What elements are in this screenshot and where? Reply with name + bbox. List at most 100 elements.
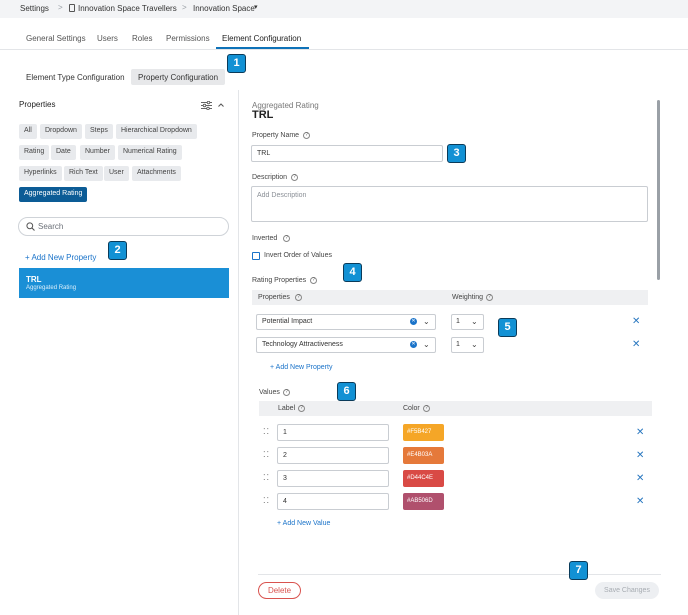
filter-chip-hyperlinks[interactable]: Hyperlinks	[19, 166, 62, 181]
filter-chip-all[interactable]: All	[19, 124, 37, 139]
filter-chip-rating[interactable]: Rating	[19, 145, 50, 160]
tabs-divider	[0, 49, 688, 50]
invert-order-label: Invert Order of Values	[264, 252, 332, 259]
drag-handle-icon[interactable]: ⁚⁚	[263, 496, 271, 505]
rating-properties-label: Rating Properties	[252, 277, 307, 284]
add-new-rating-property-link[interactable]: + Add New Property	[270, 364, 333, 371]
callout-1: 1	[227, 54, 246, 73]
description-placeholder: Add Description	[257, 192, 307, 199]
filter-chip-attachments[interactable]: Attachments	[132, 166, 181, 181]
inverted-label: Inverted	[252, 235, 278, 242]
value-label-input[interactable]	[277, 470, 389, 487]
scrollbar[interactable]	[657, 100, 660, 280]
remove-icon[interactable]: ✕	[636, 496, 645, 507]
clear-icon[interactable]: ✕	[410, 318, 417, 325]
chevron-down-icon[interactable]: ▾	[254, 4, 258, 11]
invert-order-checkbox[interactable]	[252, 252, 260, 260]
chevron-up-icon[interactable]	[217, 101, 225, 109]
help-icon[interactable]: ?	[291, 174, 298, 181]
drag-handle-icon[interactable]: ⁚⁚	[263, 473, 271, 482]
callout-6: 6	[337, 382, 356, 401]
save-changes-button[interactable]: Save Changes	[595, 582, 659, 599]
help-icon[interactable]: ?	[486, 294, 493, 301]
help-icon[interactable]: ?	[298, 405, 305, 412]
description-label: Description	[252, 174, 288, 181]
list-item-trl[interactable]	[19, 268, 229, 298]
breadcrumb-space[interactable]: Innovation Space	[193, 4, 255, 13]
remove-icon[interactable]: ✕	[636, 427, 645, 438]
help-icon[interactable]: ?	[283, 389, 290, 396]
filter-chip-number[interactable]: Number	[80, 145, 115, 160]
breadcrumb-settings[interactable]: Settings	[20, 4, 49, 13]
drag-handle-icon[interactable]: ⁚⁚	[263, 427, 271, 436]
rating-property-select[interactable]	[256, 337, 436, 353]
rating-properties-header	[252, 290, 648, 305]
values-header	[259, 401, 652, 416]
column-header-properties: Properties	[258, 294, 290, 301]
callout-5: 5	[498, 318, 517, 337]
add-new-value-link[interactable]: + Add New Value	[277, 520, 331, 527]
help-icon[interactable]: ?	[295, 294, 302, 301]
breadcrumb-separator: >	[182, 3, 187, 12]
property-type-label: Aggregated Rating	[252, 101, 319, 110]
remove-icon[interactable]: ✕	[632, 339, 641, 350]
chevron-down-icon[interactable]: ⌄	[471, 340, 478, 349]
description-textarea[interactable]	[251, 186, 648, 222]
color-swatch[interactable]: #AB506D	[403, 493, 444, 510]
remove-icon[interactable]: ✕	[636, 473, 645, 484]
property-name-label: Property Name	[252, 132, 300, 139]
value-label-input[interactable]	[277, 493, 389, 510]
tab-general-settings[interactable]: General Settings	[26, 34, 86, 43]
help-icon[interactable]: ?	[303, 132, 310, 139]
remove-icon[interactable]: ✕	[632, 316, 641, 327]
color-swatch[interactable]: #E4B03A	[403, 447, 444, 464]
value-label-input[interactable]	[277, 424, 389, 441]
filter-chip-steps[interactable]: Steps	[85, 124, 113, 139]
callout-2: 2	[108, 241, 127, 260]
tab-element-configuration[interactable]: Element Configuration	[222, 34, 302, 43]
delete-button[interactable]: Delete	[258, 582, 301, 599]
filter-chip-hierarchical-dropdown[interactable]: Hierarchical Dropdown	[116, 124, 197, 139]
help-icon[interactable]: ?	[423, 405, 430, 412]
column-header-weighting: Weighting	[452, 294, 484, 301]
filter-settings-icon[interactable]	[201, 101, 212, 110]
property-title: TRL	[252, 109, 274, 121]
subtab-element-type-configuration[interactable]: Element Type Configuration	[26, 73, 125, 82]
remove-icon[interactable]: ✕	[636, 450, 645, 461]
color-swatch[interactable]: #D44C4E	[403, 470, 444, 487]
rating-property-value: Potential Impact	[262, 318, 313, 325]
add-new-property-link[interactable]: + Add New Property	[25, 253, 97, 262]
breadcrumb	[0, 0, 688, 18]
subtab-property-configuration[interactable]: Property Configuration	[131, 69, 226, 85]
filter-chip-numerical-rating[interactable]: Numerical Rating	[118, 145, 182, 160]
filter-chip-dropdown[interactable]: Dropdown	[40, 124, 82, 139]
tab-users[interactable]: Users	[97, 34, 118, 43]
property-name-input[interactable]	[251, 145, 443, 162]
chevron-down-icon[interactable]: ⌄	[423, 317, 430, 326]
filter-chip-aggregated-rating[interactable]: Aggregated Rating	[19, 187, 88, 202]
chevron-down-icon[interactable]: ⌄	[423, 340, 430, 349]
filter-chip-date[interactable]: Date	[51, 145, 76, 160]
tab-permissions[interactable]: Permissions	[166, 34, 210, 43]
footer-divider	[258, 574, 661, 575]
help-icon[interactable]: ?	[310, 277, 317, 284]
color-swatch[interactable]: #F5B427	[403, 424, 444, 441]
weighting-select[interactable]	[451, 337, 484, 353]
value-label-input[interactable]	[277, 447, 389, 464]
value-label: 4	[283, 498, 287, 505]
tab-roles[interactable]: Roles	[132, 34, 153, 43]
weighting-select[interactable]	[451, 314, 484, 330]
rating-property-select[interactable]	[256, 314, 436, 330]
help-icon[interactable]: ?	[283, 235, 290, 242]
filter-chip-user[interactable]: User	[104, 166, 129, 181]
clear-icon[interactable]: ✕	[410, 341, 417, 348]
weighting-value: 1	[456, 341, 460, 348]
column-header-color: Color	[403, 405, 420, 412]
property-search-input[interactable]	[18, 217, 229, 236]
values-label: Values	[259, 389, 280, 396]
breadcrumb-project[interactable]: Innovation Space Travellers	[78, 4, 177, 13]
drag-handle-icon[interactable]: ⁚⁚	[263, 450, 271, 459]
callout-3: 3	[447, 144, 466, 163]
filter-chip-rich-text[interactable]: Rich Text	[64, 166, 103, 181]
chevron-down-icon[interactable]: ⌄	[471, 317, 478, 326]
